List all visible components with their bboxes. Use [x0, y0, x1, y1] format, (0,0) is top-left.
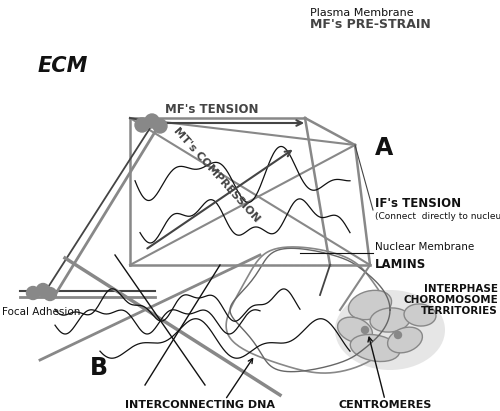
Circle shape	[36, 284, 50, 296]
Text: Focal Adhesion: Focal Adhesion	[2, 307, 80, 317]
Ellipse shape	[338, 317, 372, 343]
Circle shape	[26, 286, 40, 300]
Text: (Connect  directly to nucleus): (Connect directly to nucleus)	[375, 212, 500, 221]
Text: CENTROMERES: CENTROMERES	[338, 400, 432, 410]
Circle shape	[44, 288, 57, 300]
Text: MF's TENSION: MF's TENSION	[165, 103, 258, 116]
Text: Nuclear Membrane: Nuclear Membrane	[375, 242, 474, 252]
Text: MF's PRE-STRAIN: MF's PRE-STRAIN	[310, 18, 431, 31]
Text: IF's TENSION: IF's TENSION	[375, 197, 461, 210]
Ellipse shape	[370, 308, 410, 332]
Text: LAMINS: LAMINS	[375, 258, 426, 271]
Ellipse shape	[350, 335, 400, 362]
Text: INTERPHASE: INTERPHASE	[424, 284, 498, 294]
Ellipse shape	[348, 290, 392, 320]
Text: B: B	[90, 356, 108, 380]
Circle shape	[362, 326, 368, 333]
Circle shape	[394, 332, 402, 339]
Circle shape	[153, 119, 167, 133]
Text: INTERCONNECTING DNA: INTERCONNECTING DNA	[125, 400, 275, 410]
Text: TERRITORIES: TERRITORIES	[421, 306, 498, 316]
Text: ECM: ECM	[38, 56, 88, 76]
Circle shape	[145, 114, 159, 128]
Text: A: A	[375, 136, 393, 160]
Text: MT's COMPRESSION: MT's COMPRESSION	[172, 126, 262, 224]
Text: Plasma Membrane: Plasma Membrane	[310, 8, 414, 18]
Ellipse shape	[388, 327, 422, 353]
Circle shape	[135, 118, 149, 132]
Ellipse shape	[404, 304, 436, 326]
Ellipse shape	[335, 290, 445, 370]
Text: CHOROMOSOME: CHOROMOSOME	[403, 295, 498, 305]
